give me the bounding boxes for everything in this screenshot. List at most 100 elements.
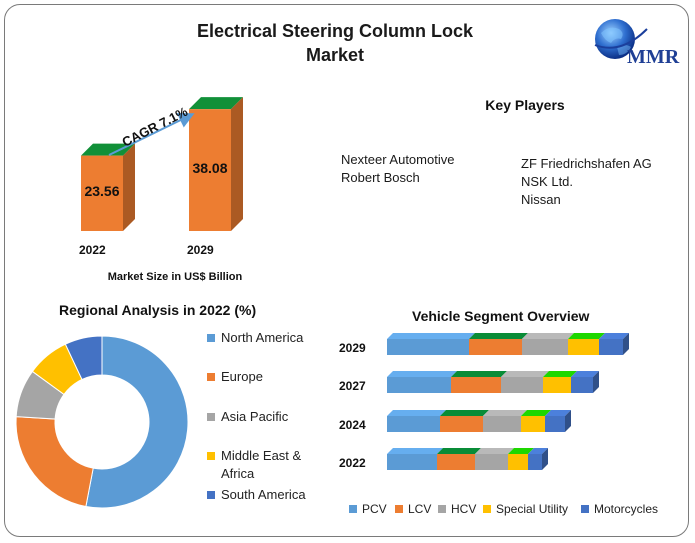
- market-bar-2029: [189, 109, 231, 231]
- segment-bar-2024-pcv: [387, 416, 440, 432]
- market-bar-2022: [81, 155, 123, 231]
- segment-bar-top: [571, 371, 599, 377]
- player-name: Robert Bosch: [341, 170, 420, 185]
- segment-bar-top: [508, 448, 534, 454]
- segment-year-label: 2027: [339, 379, 366, 393]
- bar-top-face: [81, 143, 135, 156]
- title-line-2: Market: [305, 45, 365, 65]
- legend-swatch: [207, 413, 215, 421]
- segment-bar-top: [568, 333, 605, 339]
- donut-slice-south-america: [64, 335, 103, 381]
- segment-bar-top: [387, 448, 443, 454]
- regional-title: Regional Analysis in 2022 (%): [59, 302, 257, 318]
- legend-label: Motorcycles: [594, 502, 659, 516]
- segment-bar-top: [522, 333, 574, 339]
- segment-bar-top: [543, 371, 577, 377]
- legend-swatch: [349, 505, 357, 513]
- legend-label: PCV: [362, 502, 387, 516]
- bar-top-face: [189, 97, 243, 110]
- cagr-arrow: [108, 113, 195, 156]
- segment-bar-2024-special-utility: [521, 416, 545, 432]
- segment-bar-top: [501, 371, 549, 377]
- segment-bar-top: [440, 410, 489, 416]
- segment-bar-2024-hcv: [483, 416, 521, 432]
- legend-label: Middle East & Africa: [221, 448, 302, 481]
- title-line-1: Electrical Steering Column Lock: [196, 21, 474, 41]
- segment-year-label: 2029: [339, 341, 366, 355]
- segment-bar-2029-lcv: [469, 339, 522, 355]
- segment-bar-top: [387, 410, 446, 416]
- segment-bar-2029-hcv: [522, 339, 568, 355]
- segment-year-label: 2024: [339, 418, 366, 432]
- segment-bar-2022-hcv: [475, 454, 508, 470]
- segment-bar-top: [437, 448, 481, 454]
- segment-bar-2027-special-utility: [543, 377, 571, 393]
- legend-swatch: [207, 373, 215, 381]
- logo-text: MMR: [627, 46, 680, 68]
- segment-bar-top: [451, 371, 507, 377]
- segment-bar-2029-pcv: [387, 339, 469, 355]
- mmr-logo: MMR: [594, 19, 680, 68]
- segment-bar-end: [623, 333, 629, 355]
- key-players-title: Key Players: [485, 97, 565, 113]
- segment-bar-end: [542, 448, 548, 470]
- segment-bar-top: [475, 448, 514, 454]
- segment-bar-2022-pcv: [387, 454, 437, 470]
- segment-bar-2027-pcv: [387, 377, 451, 393]
- legend-swatch: [207, 491, 215, 499]
- segment-bar-2024-lcv: [440, 416, 483, 432]
- bar-side-face: [231, 97, 243, 231]
- bar-value-label: 38.08: [192, 160, 228, 177]
- legend-swatch: [207, 334, 215, 342]
- legend-label: South America: [221, 487, 306, 502]
- segment-bar-top: [483, 410, 527, 416]
- segment-bar-2027-lcv: [451, 377, 501, 393]
- segment-bar-end: [593, 371, 599, 393]
- donut-slice-europe: [15, 416, 94, 508]
- legend-swatch: [483, 505, 491, 513]
- segment-bar-2029-motorcycles: [599, 339, 623, 355]
- segment-bar-top: [545, 410, 571, 416]
- infographic-frame: Electrical Steering Column Lock Market M…: [4, 4, 689, 537]
- market-size-chart: CAGR 7.1%: [81, 97, 243, 231]
- segment-legend-item: LCV: [395, 502, 431, 516]
- player-name: NSK Ltd.: [521, 174, 574, 189]
- segment-bar-top: [469, 333, 528, 339]
- vehicle-segment-title: Vehicle Segment Overview: [412, 308, 590, 324]
- segment-bar-top: [599, 333, 629, 339]
- segment-bar-2024-motorcycles: [545, 416, 565, 432]
- segment-bar-2027-motorcycles: [571, 377, 593, 393]
- legend-label: Europe: [221, 369, 263, 384]
- segment-legend-item: PCV: [349, 502, 387, 516]
- legend-label: HCV: [451, 502, 477, 516]
- bar-year-label: 2022: [79, 243, 106, 257]
- legend-swatch: [438, 505, 446, 513]
- segment-bar-top: [521, 410, 551, 416]
- segment-legend-item: Motorcycles: [581, 502, 658, 516]
- segment-legend-item: Special Utility: [483, 502, 568, 516]
- market-size-caption: Market Size in US$ Billion: [107, 271, 243, 283]
- segment-year-label: 2022: [339, 456, 366, 470]
- key-players-column-1: Nexteer Automotive Robert Bosch: [341, 151, 454, 187]
- key-players-column-2: ZF Friedrichshafen AG NSK Ltd. Nissan: [521, 155, 652, 209]
- bar-year-label: 2029: [187, 243, 214, 257]
- bar-side-face: [123, 143, 135, 231]
- segment-bar-2022-lcv: [437, 454, 475, 470]
- legend-swatch: [395, 505, 403, 513]
- segment-bar-top: [528, 448, 548, 454]
- segment-bar-end: [565, 410, 571, 432]
- player-name: ZF Friedrichshafen AG: [521, 156, 652, 171]
- regional-donut-chart: [15, 335, 189, 509]
- segment-bar-2027-hcv: [501, 377, 543, 393]
- page-title: Electrical Steering Column Lock Market: [155, 19, 515, 67]
- segment-bar-top: [387, 371, 457, 377]
- legend-label: Asia Pacific: [221, 409, 289, 424]
- legend-label: LCV: [408, 502, 432, 516]
- segment-bar-2022-motorcycles: [528, 454, 542, 470]
- legend-label: North America: [221, 330, 304, 345]
- segment-legend-item: HCV: [438, 502, 476, 516]
- legend-swatch: [581, 505, 589, 513]
- legend-label: Special Utility: [496, 502, 569, 516]
- segment-bar-2022-special-utility: [508, 454, 528, 470]
- vehicle-segment-chart: [387, 333, 629, 470]
